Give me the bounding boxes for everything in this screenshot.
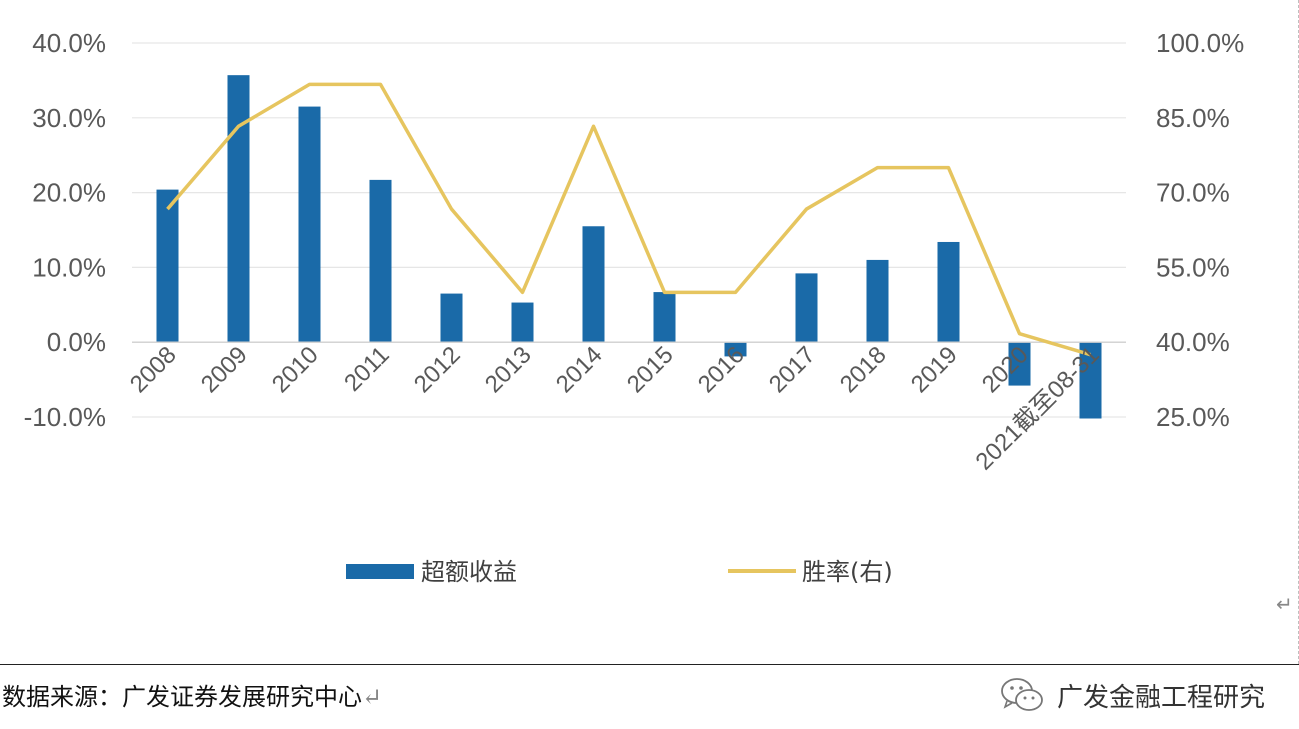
source-note: 数据来源：广发证券发展研究中心↵ bbox=[2, 677, 382, 712]
win-rate-line bbox=[166, 82, 1091, 357]
return-mark-footer: ↵ bbox=[362, 683, 383, 711]
category-label-2011: 2011 bbox=[339, 341, 395, 397]
category-label-2008: 2008 bbox=[125, 341, 182, 398]
bar-2021截至08-31 bbox=[1079, 342, 1102, 419]
bar-2008 bbox=[156, 189, 179, 343]
footer-divider bbox=[0, 664, 1299, 665]
return-mark: ↵ bbox=[1276, 592, 1293, 616]
left-axis-ticks: 40.0% 30.0% 20.0% 10.0% 0.0% -10.0% bbox=[24, 28, 106, 432]
wechat-icon bbox=[1001, 678, 1043, 711]
left-tick-label: 20.0% bbox=[32, 178, 106, 208]
left-tick-label: 40.0% bbox=[32, 28, 106, 58]
bar-2012 bbox=[440, 293, 463, 343]
category-label-2018: 2018 bbox=[835, 341, 892, 398]
right-tick-label: 70.0% bbox=[1156, 178, 1230, 208]
right-tick-label: 55.0% bbox=[1156, 252, 1230, 282]
legend-swatch-bar bbox=[346, 564, 414, 579]
category-label-2015: 2015 bbox=[622, 341, 679, 398]
bar-2017 bbox=[795, 273, 818, 343]
legend-label-bar: 超额收益 bbox=[421, 558, 517, 586]
left-tick-label: 10.0% bbox=[32, 252, 106, 282]
left-tick-label: 0.0% bbox=[47, 327, 106, 357]
category-label-2009: 2009 bbox=[196, 341, 253, 398]
category-label-2010: 2010 bbox=[267, 341, 324, 398]
bar-2010 bbox=[298, 106, 321, 343]
category-label-2012: 2012 bbox=[409, 341, 466, 398]
left-tick-label: 30.0% bbox=[32, 103, 106, 133]
bar-2018 bbox=[866, 259, 889, 343]
brand-name: 广发金融工程研究 bbox=[1056, 682, 1265, 713]
right-tick-label: 100.0% bbox=[1156, 28, 1244, 58]
bar-2019 bbox=[937, 241, 960, 343]
category-label-2019: 2019 bbox=[906, 341, 963, 398]
brand: 广发金融工程研究 bbox=[999, 675, 1265, 715]
line-series bbox=[166, 82, 1091, 357]
right-tick-label: 40.0% bbox=[1156, 327, 1230, 357]
bar-2009 bbox=[227, 75, 250, 343]
source-text: 数据来源：广发证券发展研究中心 bbox=[2, 683, 362, 711]
category-label-2017: 2017 bbox=[764, 341, 821, 398]
right-tick-label: 25.0% bbox=[1156, 402, 1230, 432]
bar-2015 bbox=[653, 292, 676, 343]
category-labels: 2008 2009 2010 2011 2012 2013 2014 2015 2016 2017… bbox=[125, 341, 1105, 475]
bar-2014 bbox=[582, 226, 605, 343]
right-axis-ticks: 100.0% 85.0% 70.0% 55.0% 40.0% 25.0% bbox=[1156, 28, 1244, 432]
bar-2011 bbox=[369, 179, 392, 343]
right-tick-label: 85.0% bbox=[1156, 103, 1230, 133]
bar-2020 bbox=[1008, 342, 1031, 386]
category-label-2014: 2014 bbox=[551, 341, 608, 398]
legend: 超额收益 胜率(右) bbox=[346, 558, 893, 586]
category-label-2013: 2013 bbox=[480, 341, 537, 398]
bar-2013 bbox=[511, 302, 534, 343]
bar-series bbox=[156, 75, 1102, 419]
left-tick-label: -10.0% bbox=[24, 402, 106, 432]
bar-2016 bbox=[724, 342, 747, 357]
legend-label-line: 胜率(右) bbox=[802, 558, 893, 586]
